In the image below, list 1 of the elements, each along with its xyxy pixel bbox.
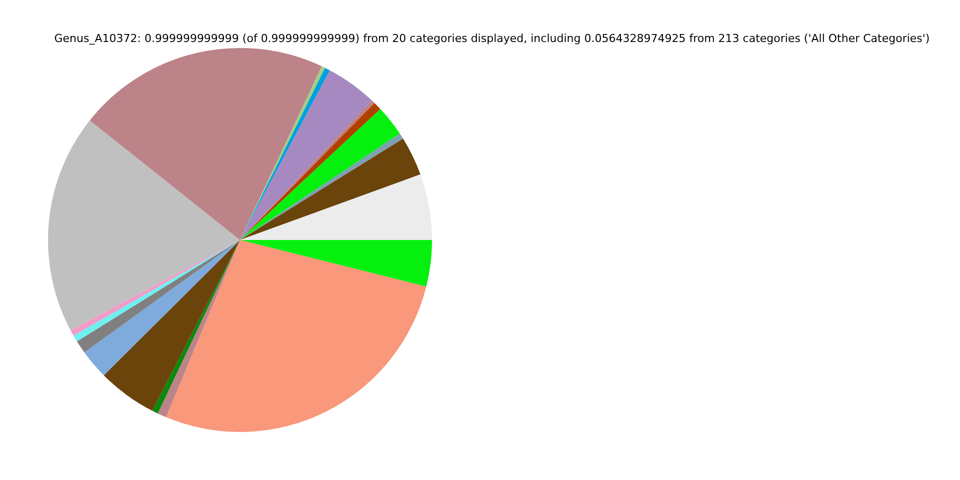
text: Genus_A10372: 0.999999999999 (of 0.999999999999) from 20 categories displayed, including 0.0564328974925 from 213 categories ('All Other Categories') bbox=[53, 32, 931, 45]
